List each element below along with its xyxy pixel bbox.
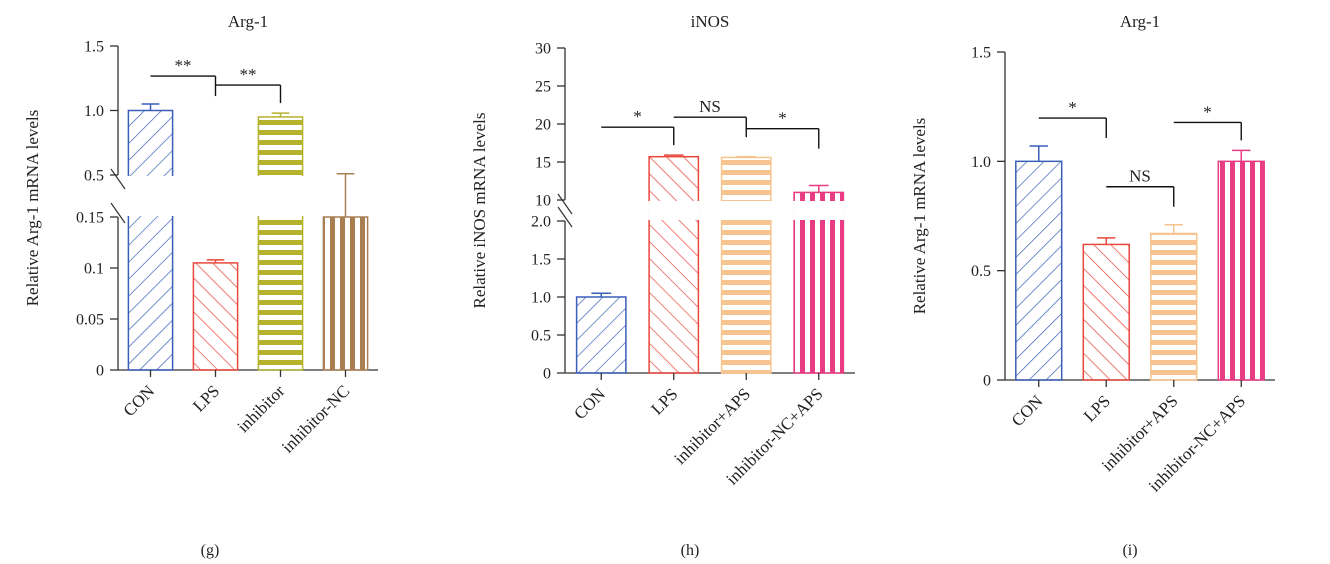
x-tick-label: LPS xyxy=(189,381,223,415)
y-tick-label: 10 xyxy=(535,193,551,210)
bar xyxy=(1150,232,1198,381)
y-tick-label: 1.5 xyxy=(84,39,104,56)
x-tick-label: CON xyxy=(570,384,609,423)
x-tick-label: inhibitor-NC xyxy=(278,381,353,456)
bar xyxy=(322,216,369,371)
significance-label: * xyxy=(1203,102,1212,121)
significance-label: NS xyxy=(1129,167,1151,186)
y-tick-label: 0.05 xyxy=(76,312,104,329)
y-tick-label: 0.5 xyxy=(531,328,551,345)
bar xyxy=(648,155,700,374)
significance-label: ** xyxy=(175,56,192,75)
y-tick-label: 20 xyxy=(535,117,551,134)
y-tick-label: 1.0 xyxy=(531,290,551,307)
panel-label: (i) xyxy=(1122,542,1137,559)
bar xyxy=(1015,160,1063,381)
y-tick-label: 0.5 xyxy=(84,168,104,185)
bar-break-gap xyxy=(720,201,772,220)
y-tick-label: 1.0 xyxy=(84,103,104,120)
axis-break-mark xyxy=(557,193,573,215)
y-tick-label: 0.15 xyxy=(76,210,104,227)
bar-break-gap xyxy=(793,201,845,220)
significance-label: * xyxy=(1068,98,1077,117)
axis-break-mark xyxy=(110,168,126,190)
chart-title: Arg-1 xyxy=(228,12,268,31)
bar xyxy=(720,156,772,374)
panel-label: (g) xyxy=(201,542,220,559)
bar-break-gap xyxy=(127,176,174,216)
y-tick-label: 0 xyxy=(983,373,991,390)
bar-break-gap xyxy=(257,176,304,216)
significance-label: NS xyxy=(699,97,721,116)
y-tick-label: 2.0 xyxy=(531,214,551,231)
y-axis-label: Relative Arg-1 mRNA levels xyxy=(23,110,42,307)
bar xyxy=(127,109,174,371)
bar xyxy=(1217,160,1265,381)
bar xyxy=(575,296,627,374)
bar xyxy=(257,116,304,371)
bar xyxy=(1082,243,1130,381)
bar-break-gap xyxy=(648,201,700,220)
x-tick-label: CON xyxy=(120,381,159,420)
chart-panel-g: Arg-1 Relative Arg-1 mRNA levels 0 0.05 0.1 0… xyxy=(23,12,378,559)
significance-label: * xyxy=(633,107,642,126)
chart-panel-h: iNOS Relative iNOS mRNA levels 0 0.5 1.0 1.5 2… xyxy=(470,12,855,559)
y-tick-label: 1.0 xyxy=(971,154,991,171)
x-tick-label: LPS xyxy=(647,384,681,418)
chart-panel-i: Arg-1 Relative Arg-1 mRNA levels 0 0.5 1.0 1.… xyxy=(910,12,1275,559)
x-tick-label: CON xyxy=(1008,391,1047,430)
y-tick-label: 0.1 xyxy=(84,261,104,278)
y-tick-label: 1.5 xyxy=(971,45,991,62)
significance-label: ** xyxy=(240,65,257,84)
y-axis-label: Relative Arg-1 mRNA levels xyxy=(910,118,929,315)
panel-label: (h) xyxy=(681,542,700,559)
axis-break-mark xyxy=(110,202,126,224)
axis-break-mark xyxy=(557,206,573,228)
bar xyxy=(192,262,239,371)
chart-title: iNOS xyxy=(691,12,730,31)
y-tick-label: 0.5 xyxy=(971,263,991,280)
y-tick-label: 1.5 xyxy=(531,252,551,269)
x-tick-label: inhibitor xyxy=(233,381,288,436)
chart-title: Arg-1 xyxy=(1120,12,1160,31)
y-tick-label: 30 xyxy=(535,41,551,58)
y-tick-label: 0 xyxy=(543,366,551,383)
x-tick-label: LPS xyxy=(1080,391,1114,425)
y-tick-label: 15 xyxy=(535,155,551,172)
bar xyxy=(793,191,845,374)
y-axis-label: Relative iNOS mRNA levels xyxy=(470,113,489,309)
significance-label: * xyxy=(778,109,787,128)
y-tick-label: 0 xyxy=(96,363,104,380)
y-tick-label: 25 xyxy=(535,79,551,96)
